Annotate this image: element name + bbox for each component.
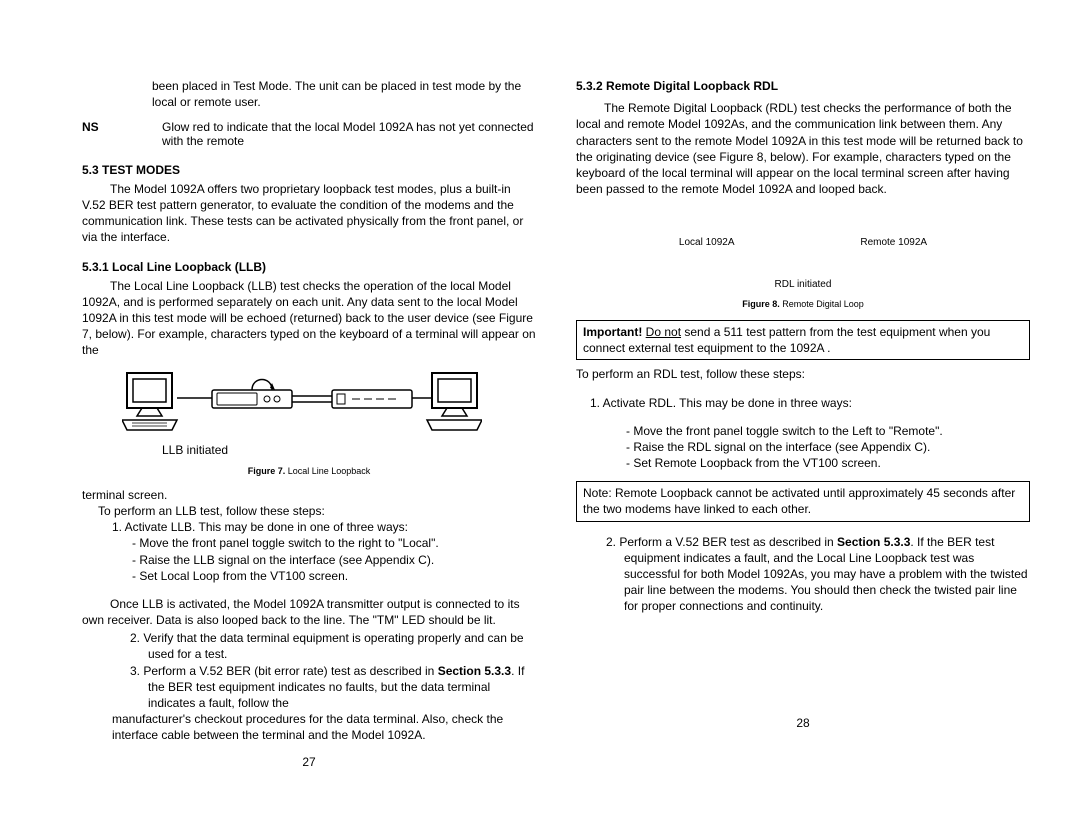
step-3: 3. Perform a V.52 BER (bit error rate) t…	[130, 663, 536, 712]
para-continuation: been placed in Test Mode. The unit can b…	[152, 78, 536, 110]
step-3-cont: manufacturer's checkout procedures for t…	[112, 711, 536, 743]
label-local: Local 1092A	[679, 237, 735, 248]
rdl-step-2: 2. Perform a V.52 BER test as described …	[606, 534, 1030, 615]
para-llb: The Local Line Loopback (LLB) test check…	[82, 278, 536, 359]
figure-7-caption: Figure 7. Local Line Loopback	[82, 465, 536, 477]
perform-llb-intro: To perform an LLB test, follow these ste…	[98, 503, 536, 519]
llb-initiated-label: LLB initiated	[162, 442, 536, 458]
ns-label: NS	[82, 120, 162, 148]
step-2: 2. Verify that the data terminal equipme…	[130, 630, 536, 662]
rdl-step-1a: - Move the front panel toggle switch to …	[626, 423, 1030, 439]
once-llb-para: Once LLB is activated, the Model 1092A t…	[82, 596, 536, 628]
important-box: Important! Do not send a 511 test patter…	[576, 320, 1030, 360]
figure-7-diagram	[122, 368, 536, 438]
rdl-step-1c: - Set Remote Loopback from the VT100 scr…	[626, 455, 1030, 471]
rdl-step-1: 1. Activate RDL. This may be done in thr…	[590, 395, 1030, 411]
step-1c: - Set Local Loop from the VT100 screen.	[132, 568, 536, 584]
rdl-initiated-label: RDL initiated	[576, 278, 1030, 292]
heading-llb: 5.3.1 Local Line Loopback (LLB)	[82, 259, 536, 275]
ns-desc: Glow red to indicate that the local Mode…	[162, 120, 536, 148]
rdl-step-1b: - Raise the RDL signal on the interface …	[626, 439, 1030, 455]
para-test-modes: The Model 1092A offers two proprietary l…	[82, 181, 536, 246]
perform-rdl-intro: To perform an RDL test, follow these ste…	[576, 366, 1030, 382]
left-column: been placed in Test Mode. The unit can b…	[82, 78, 536, 814]
note-box: Note: Remote Loopback cannot be activate…	[576, 481, 1030, 521]
page-number-right: 28	[576, 715, 1030, 731]
step-1: 1. Activate LLB. This may be done in one…	[112, 519, 536, 535]
ns-definition: NS Glow red to indicate that the local M…	[82, 120, 536, 148]
right-column: 5.3.2 Remote Digital Loopback RDL The Re…	[576, 78, 1030, 814]
label-remote: Remote 1092A	[860, 237, 927, 248]
heading-rdl: 5.3.2 Remote Digital Loopback RDL	[576, 78, 1030, 94]
page-number-left: 27	[82, 754, 536, 770]
llb-diagram-svg	[122, 368, 482, 438]
step-1a: - Move the front panel toggle switch to …	[132, 535, 536, 551]
step-1b: - Raise the LLB signal on the interface …	[132, 552, 536, 568]
para-rdl: The Remote Digital Loopback (RDL) test c…	[576, 100, 1030, 197]
figure-8-labels: Local 1092A Remote 1092A	[616, 237, 990, 248]
figure-8-caption: Figure 8. Remote Digital Loop	[576, 298, 1030, 310]
heading-test-modes: 5.3 TEST MODES	[82, 162, 536, 178]
terminal-screen-text: terminal screen.	[82, 487, 536, 503]
